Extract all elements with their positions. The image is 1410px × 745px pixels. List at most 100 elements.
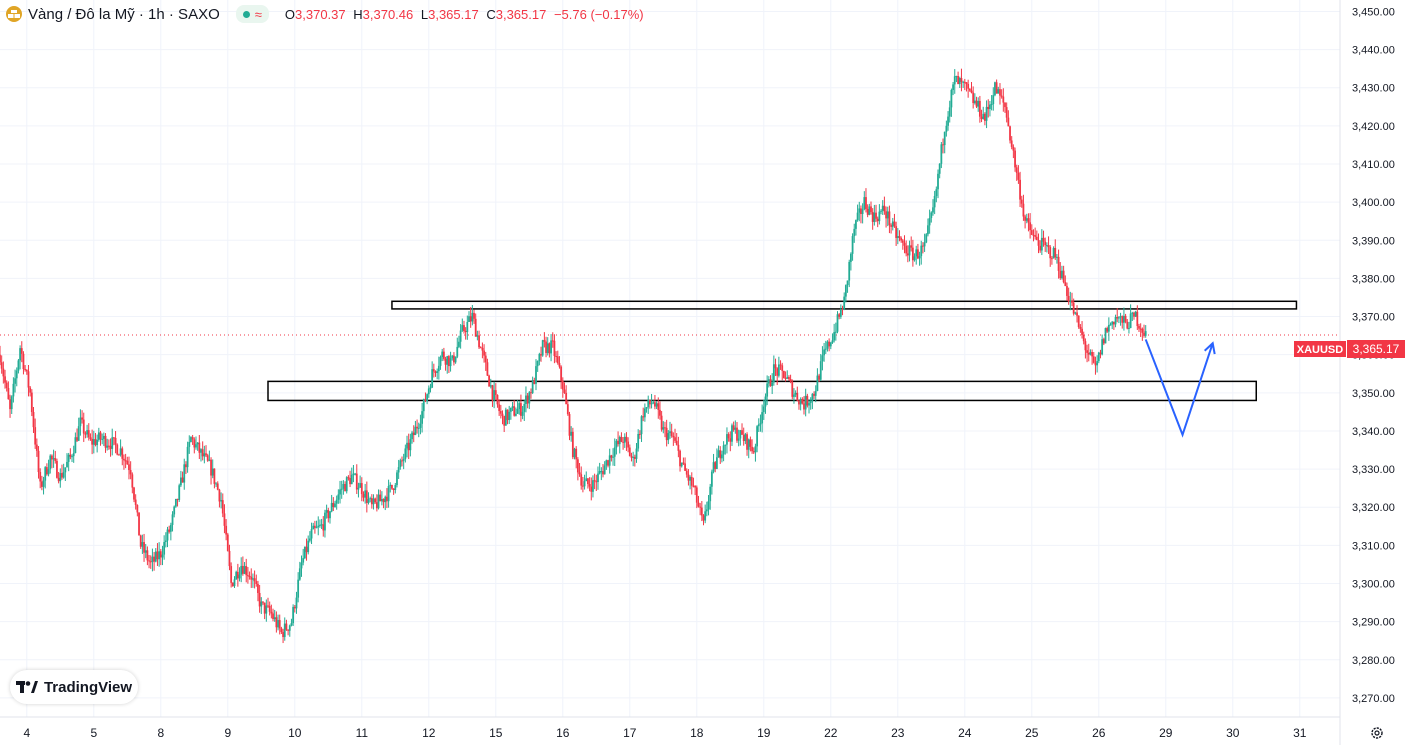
candle-body [469,316,472,322]
ohlc-readout: O3,370.37 H3,370.46 L3,365.17 C3,365.17 … [285,7,648,22]
candle-body [396,472,398,486]
candle-body [161,554,164,558]
candle-body [324,512,326,531]
candle-body [77,426,80,441]
candle-body [525,395,527,405]
candle-body [622,441,624,443]
candle-body [260,601,263,607]
y-tick-label: 3,400.00 [1352,197,1395,209]
candle-body [856,212,859,221]
candle-body [171,514,174,525]
candle-body [1066,286,1068,296]
candle-body [442,351,445,359]
candle-body [277,620,279,628]
candle-body [776,368,779,376]
candle-body [412,432,415,436]
candle-body [786,377,789,379]
candle-body [1102,339,1105,344]
candle-body [67,454,70,462]
candle-body [414,426,417,436]
candle-body [149,561,152,563]
candle-body [664,427,666,429]
candle-body [384,496,387,503]
candle-body [233,579,236,587]
time-scale[interactable]: 4 5 8 9 10 11 12 15 16 17 18 19 22 23 24 25 26 29 30 31 [23,726,1306,740]
candle-body [280,628,283,633]
candle-body [689,477,691,481]
close-value: 3,365.17 [495,6,547,22]
candle-body [503,416,506,426]
candle-body [1034,235,1037,237]
candle-body [1027,218,1030,223]
candle-body [777,364,780,376]
candle-body [575,448,578,460]
candle-body [744,434,747,442]
high-value: 3,370.46 [362,6,414,22]
candle-body [270,611,273,614]
candle-body [561,380,564,390]
candle-body [873,212,876,222]
candle-body [164,540,167,543]
candle-body [736,427,738,441]
candle-body [133,487,135,500]
candle-body [226,534,229,551]
candle-body [793,394,795,397]
support-zone[interactable] [267,380,1257,402]
candle-body [370,498,373,505]
candle-body [314,525,316,528]
candle-body [287,629,289,631]
candle-body [193,439,196,448]
candle-body [851,236,854,254]
candle-body [34,427,37,445]
candle-body [826,341,829,349]
candle-body [813,393,815,396]
candle-body [473,312,475,319]
candle-body [91,438,94,445]
open-value: 3,370.37 [295,6,346,22]
candle-body [250,576,253,580]
candle-body [364,490,367,498]
candle-body [566,404,569,415]
candle-body [824,348,827,350]
candle-body [876,218,879,222]
candle-body [97,432,100,440]
candle-body [392,488,395,490]
candle-body [66,461,68,468]
candle-body [1002,96,1005,103]
x-tick-label: 15 [489,726,503,740]
candle-body [44,467,47,481]
candle-body [215,483,217,485]
candle-body [228,550,231,567]
candle-body [268,605,271,612]
candle-body [463,325,465,332]
tradingview-mark-icon [15,681,38,693]
symbol-title[interactable]: Vàng / Đô la Mỹ · 1h · SAXO [28,5,220,23]
candle-body [948,107,951,117]
candle-body [1012,146,1015,151]
candle-body [359,483,362,488]
candle-body [1000,95,1003,97]
candle-body [704,511,707,521]
candle-body [541,340,544,356]
candle-body [1069,300,1072,302]
candle-body [1128,327,1130,329]
tradingview-logo[interactable]: TradingView [10,670,138,704]
settings-gear-icon[interactable] [1370,726,1384,740]
candle-body [211,468,214,476]
candle-body [520,403,522,416]
candle-body [417,427,420,429]
candle-body [521,411,524,416]
projection-path[interactable] [1144,339,1214,438]
candle-body [82,419,85,434]
candle-body [272,613,274,619]
price-tag-ticker: XAUUSD [1297,344,1344,356]
candle-body [1109,324,1112,326]
candle-body [742,434,745,442]
candle-body [798,400,800,405]
candle-body [186,446,189,468]
market-status-pill[interactable]: ≈ [235,5,269,23]
candle-body [312,525,315,530]
candle-body [362,494,365,498]
candle-body [96,439,99,446]
